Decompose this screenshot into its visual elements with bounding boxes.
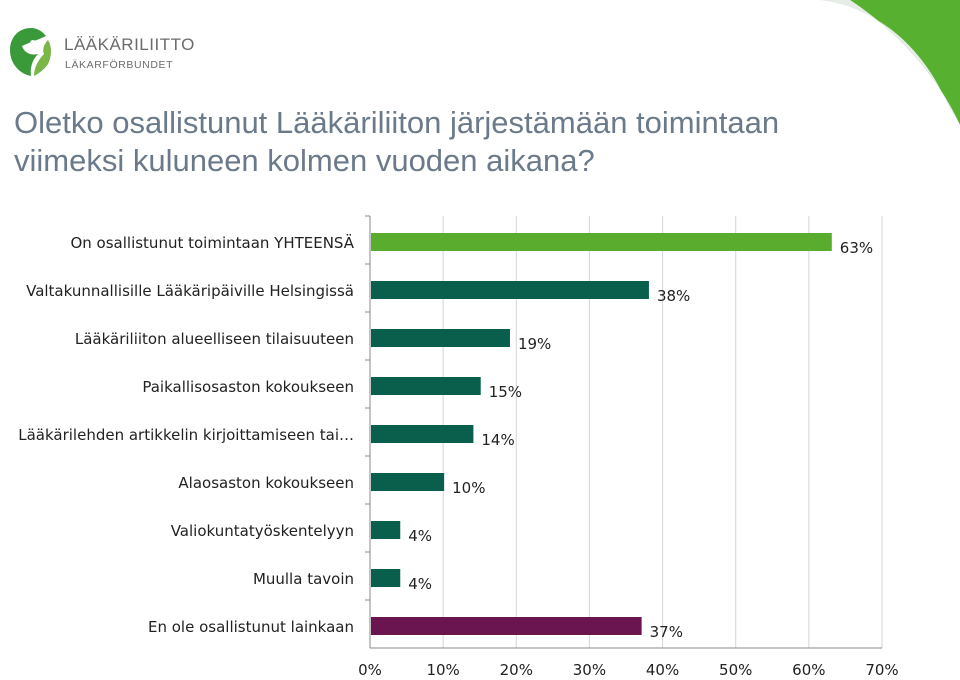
data-label: 10% xyxy=(452,479,485,497)
bars: 63% 38% 19% 15% 14% 10% 4% 4% 37% xyxy=(371,233,873,641)
slide-title-line-2: viimeksi kuluneen kolmen vuoden aikana? xyxy=(14,143,595,178)
category-label: Lääkäriliiton alueelliseen tilaisuuteen xyxy=(75,330,354,348)
x-tick-label: 70% xyxy=(865,661,898,679)
category-label: Valtakunnallisille Lääkäripäiville Helsi… xyxy=(26,282,354,300)
category-label: Lääkärilehden artikkelin kirjoittamiseen… xyxy=(18,426,354,444)
category-label: En ole osallistunut lainkaan xyxy=(148,618,354,636)
slide-title-line-1: Oletko osallistunut Lääkäriliiton järjes… xyxy=(14,105,780,140)
x-tick-label: 40% xyxy=(646,661,679,679)
data-label: 14% xyxy=(481,431,514,449)
data-label: 63% xyxy=(840,239,873,257)
category-label: Muulla tavoin xyxy=(253,570,354,588)
logo-emblem-icon xyxy=(10,28,51,76)
bar xyxy=(371,569,401,587)
data-label: 4% xyxy=(408,575,432,593)
x-tick-label: 50% xyxy=(719,661,752,679)
x-tick-label: 10% xyxy=(426,661,459,679)
category-label: Alaosaston kokoukseen xyxy=(178,474,354,492)
bar xyxy=(371,233,832,251)
bar xyxy=(371,377,481,395)
category-label: Paikallisosaston kokoukseen xyxy=(142,378,354,396)
bar xyxy=(371,281,649,299)
bar xyxy=(371,329,510,347)
category-label: Valiokuntatyöskentelyyn xyxy=(171,522,354,540)
data-label: 19% xyxy=(518,335,551,353)
x-tick-label: 20% xyxy=(500,661,533,679)
logo: LÄÄKÄRILIITTO LÄKARFÖRBUNDET xyxy=(8,26,208,82)
bar xyxy=(371,473,445,491)
data-label: 38% xyxy=(657,287,690,305)
bar xyxy=(371,617,642,635)
bar-chart: 63% 38% 19% 15% 14% 10% 4% 4% 37% 0% 10% 20% 30% 40%… xyxy=(18,215,899,679)
bar xyxy=(371,521,401,539)
bar xyxy=(371,425,474,443)
data-label: 15% xyxy=(489,383,522,401)
logo-name: LÄÄKÄRILIITTO xyxy=(64,35,195,54)
x-tick-label: 60% xyxy=(792,661,825,679)
x-tick-label: 30% xyxy=(573,661,606,679)
x-tick-label: 0% xyxy=(358,661,382,679)
corner-decoration xyxy=(820,0,960,125)
slide-title: Oletko osallistunut Lääkäriliiton järjes… xyxy=(14,104,914,180)
axes: 0% 10% 20% 30% 40% 50% 60% 70% On osallistunut t… xyxy=(18,215,899,679)
category-label: On osallistunut toimintaan YHTEENSÄ xyxy=(70,233,354,252)
logo-name-swedish: LÄKARFÖRBUNDET xyxy=(65,59,174,71)
data-label: 4% xyxy=(408,527,432,545)
data-label: 37% xyxy=(650,623,683,641)
